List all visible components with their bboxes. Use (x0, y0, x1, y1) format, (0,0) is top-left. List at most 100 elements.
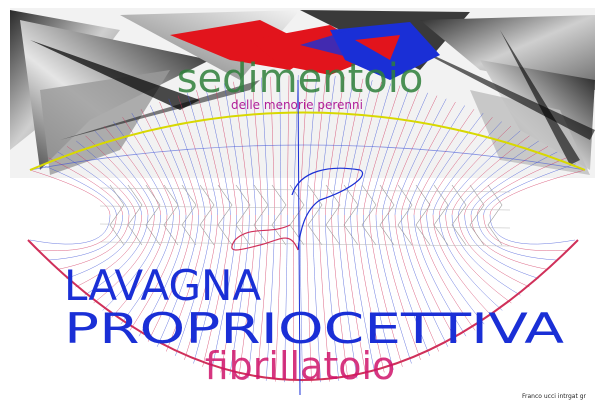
bowl-line-lower (312, 214, 321, 383)
bowl-line-lower (375, 214, 412, 364)
bowl-line-upper (214, 85, 237, 216)
bowl-line-upper (489, 169, 586, 216)
bowl-line-lower (337, 214, 358, 379)
bowl-line-upper (251, 78, 263, 216)
bowl-line-lower (350, 214, 376, 375)
bowl-line-upper (388, 95, 438, 216)
bowl-line-upper (356, 83, 391, 216)
bowl-line-upper (369, 87, 410, 216)
bowl-line-lower (407, 214, 458, 342)
bowl-line-lower (426, 214, 485, 325)
lattice-line (289, 184, 305, 246)
title-fibrillatoio: fibrillatoio (205, 344, 396, 388)
bowl-line-lower (156, 214, 199, 347)
bowl-line-upper (458, 140, 539, 216)
bowl-line-upper (350, 81, 382, 216)
bowl-line-upper (66, 146, 136, 216)
bowl-line-lower (75, 214, 142, 288)
bowl-line-upper (85, 135, 149, 216)
lattice-line (433, 184, 449, 246)
bowl-line-lower (401, 214, 449, 347)
lattice-line (271, 184, 287, 246)
lattice-line (451, 184, 467, 246)
bowl-line-upper (363, 85, 401, 216)
bowl-line-upper (39, 163, 117, 216)
blue-curve (291, 167, 364, 251)
bowl-line-lower (66, 214, 136, 279)
bowl-line-lower (470, 214, 548, 270)
bowl-line-lower (325, 214, 340, 381)
bowl-line-lower (432, 214, 494, 318)
bowl-line-lower (382, 214, 421, 360)
credit-text: Franco ucci intrgat gr (522, 393, 587, 400)
bowl-line-upper (57, 151, 130, 216)
bowl-line-lower (102, 214, 161, 311)
bowl-line-lower (39, 214, 117, 251)
bowl-line-upper (150, 105, 193, 216)
bowl-line-upper (205, 87, 231, 216)
lattice-line (163, 184, 179, 246)
lattice-line (181, 184, 197, 246)
lattice-line (145, 184, 161, 246)
bowl-line-lower (120, 214, 174, 325)
bowl-line-upper (470, 151, 558, 216)
bowl-bottom-arc (27, 239, 579, 381)
bowl-lines (27, 74, 586, 383)
yellow-rim (29, 111, 586, 171)
bowl-line-upper (48, 157, 123, 216)
bowl-line-lower (458, 214, 530, 288)
bowl-line-upper (140, 109, 187, 216)
bowl-line-lower (388, 214, 430, 356)
bowl-line-lower (129, 214, 180, 331)
red-curve (231, 224, 299, 251)
bowl-line-lower (48, 214, 123, 261)
title-lavagna: LAVAGNA (64, 261, 261, 310)
lattice-line (217, 184, 233, 246)
lattice-line (379, 184, 395, 246)
lattice-line (343, 184, 359, 246)
lattice-line (307, 184, 323, 246)
bowl-line-upper (261, 77, 269, 216)
bowl-line-upper (451, 135, 530, 216)
bowl-line-upper (76, 140, 142, 216)
center-axis (297, 79, 301, 396)
bowl-line-lower (483, 214, 566, 251)
bowl-line-upper (477, 157, 567, 216)
bowl-line-upper (401, 101, 456, 216)
bowl-line-upper (312, 75, 327, 216)
bowl-line-upper (224, 83, 244, 216)
bowl-line-lower (363, 214, 394, 370)
bowl-line-upper (337, 78, 364, 216)
bowl-line-upper (394, 98, 447, 216)
lattice-line (397, 184, 413, 246)
bowl-line-lower (306, 214, 312, 383)
bowl-line-upper (331, 77, 354, 216)
bowl-line-upper (94, 130, 155, 216)
bowl-line-lower (464, 214, 539, 279)
bowl-line-upper (299, 74, 308, 216)
bowl-line-upper (426, 117, 493, 216)
lattice-rail (99, 205, 511, 211)
bowl-line-upper (420, 112, 484, 216)
bowl-line-upper (233, 81, 250, 216)
lattice-rail (99, 223, 511, 229)
bowl-line-lower (477, 214, 557, 261)
bowl-line-upper (159, 101, 199, 216)
bowl-line-upper (187, 92, 218, 216)
bowl-line-upper (270, 76, 275, 216)
lattice-line (199, 184, 215, 246)
lattice-line (469, 184, 485, 246)
lattice-line (109, 184, 125, 246)
bowl-line-upper (413, 109, 475, 216)
bowl-line-upper (29, 169, 111, 216)
bowl-line-lower (29, 214, 111, 245)
top-banner (10, 8, 595, 178)
bowl-line-upper (375, 90, 419, 216)
lattice-line (253, 184, 269, 246)
bowl-top-arc (29, 144, 586, 171)
bowl-line-lower (420, 214, 476, 331)
bowl-line-upper (464, 146, 549, 216)
bowl-line-lower (299, 214, 303, 383)
bowl-line-lower (93, 214, 155, 304)
